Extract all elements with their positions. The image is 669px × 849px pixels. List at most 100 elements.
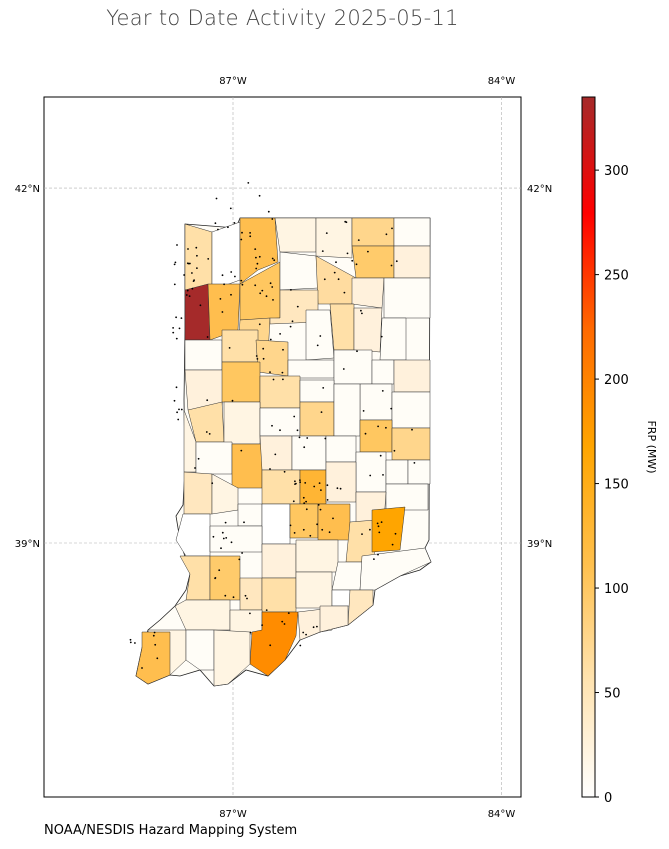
fire-point — [316, 523, 318, 526]
fire-point — [318, 482, 321, 484]
fire-point — [385, 233, 388, 236]
lat-label-left: 39°N — [15, 539, 40, 550]
fire-point — [173, 263, 176, 266]
fire-detections — [129, 182, 416, 669]
fire-point — [194, 467, 196, 469]
fire-point — [295, 482, 297, 485]
fire-point — [233, 222, 236, 224]
fire-point — [282, 348, 284, 351]
fire-point — [208, 433, 211, 435]
county-lawrence — [261, 543, 297, 579]
county-tipton — [299, 401, 335, 437]
county-jay — [393, 359, 431, 393]
fire-point — [305, 500, 307, 503]
county-putnam — [231, 443, 263, 489]
fire-point — [191, 287, 194, 290]
fire-point — [320, 489, 322, 491]
fire-point — [269, 468, 271, 470]
county-henry — [359, 419, 393, 453]
fire-point — [214, 222, 217, 225]
lat-label-right: 42°N — [527, 184, 552, 195]
colorbar-label: FRP (MW) — [645, 420, 658, 473]
fire-point — [355, 263, 358, 266]
fire-point — [362, 410, 365, 412]
fire-point — [173, 283, 176, 286]
fire-point — [302, 631, 305, 634]
fire-point — [258, 255, 261, 258]
fire-point — [305, 508, 308, 511]
fire-point — [324, 437, 327, 440]
fire-point — [294, 480, 296, 483]
fire-point — [175, 386, 178, 389]
fire-point — [207, 258, 210, 260]
fire-point — [230, 293, 232, 296]
colorbar-tick-label: 50 — [604, 687, 621, 702]
county-dearborn — [371, 506, 406, 553]
county-monroe — [261, 503, 291, 545]
fire-point — [212, 535, 215, 538]
fire-point — [176, 411, 179, 414]
county-porter — [211, 221, 241, 291]
fire-point — [312, 626, 315, 629]
fire-point — [272, 378, 275, 381]
fire-point — [391, 543, 394, 546]
fire-point — [227, 226, 229, 229]
county-randolph — [391, 391, 431, 429]
fire-point — [380, 335, 383, 338]
county-jefferson — [347, 589, 374, 626]
county-allen — [383, 277, 431, 319]
county-wells — [353, 307, 383, 353]
fire-point — [174, 261, 177, 264]
fire-point — [229, 207, 232, 210]
fire-point — [224, 521, 227, 524]
fire-point — [336, 487, 339, 490]
fire-point — [217, 228, 219, 231]
fire-point — [272, 299, 274, 301]
county-steuben — [393, 217, 431, 247]
fire-point — [292, 500, 295, 503]
fire-point — [271, 286, 274, 288]
fire-point — [296, 429, 299, 432]
fire-point — [191, 272, 193, 274]
fire-point — [173, 399, 176, 402]
county-benton — [184, 339, 223, 371]
fire-point — [240, 449, 243, 452]
county-stjoseph — [274, 217, 317, 253]
fire-point — [274, 453, 277, 456]
fire-point — [361, 312, 363, 315]
fire-point — [279, 333, 281, 335]
fire-point — [326, 484, 329, 487]
fire-point — [178, 327, 181, 330]
credit-text: NOAA/NESDIS Hazard Mapping System — [44, 823, 298, 838]
fire-point — [269, 371, 271, 373]
fire-point — [258, 194, 261, 197]
fire-point — [313, 485, 316, 488]
fire-point — [244, 594, 247, 597]
fire-point — [180, 408, 183, 411]
fire-point — [196, 254, 198, 257]
fire-point — [304, 482, 307, 484]
county-martin — [239, 577, 263, 611]
colorbar-tick-label: 300 — [604, 164, 629, 179]
fire-point — [333, 271, 336, 274]
fire-point — [319, 508, 322, 511]
fire-point — [265, 295, 268, 298]
county-fayette — [385, 459, 409, 485]
fire-point — [282, 378, 284, 381]
county-newton — [184, 283, 211, 341]
fire-point — [214, 577, 217, 579]
county-dekalb — [393, 245, 431, 279]
fire-point — [299, 481, 301, 484]
fire-point — [241, 231, 243, 234]
county-orange — [261, 577, 297, 613]
lon-label-top: 84°W — [488, 76, 516, 87]
fire-point — [129, 641, 132, 644]
fire-point — [413, 462, 416, 464]
fire-point — [337, 278, 340, 281]
fire-point — [267, 210, 270, 213]
fire-point — [306, 437, 309, 439]
fire-point — [390, 264, 393, 267]
fire-point — [381, 390, 384, 392]
county-franklin — [385, 483, 429, 511]
